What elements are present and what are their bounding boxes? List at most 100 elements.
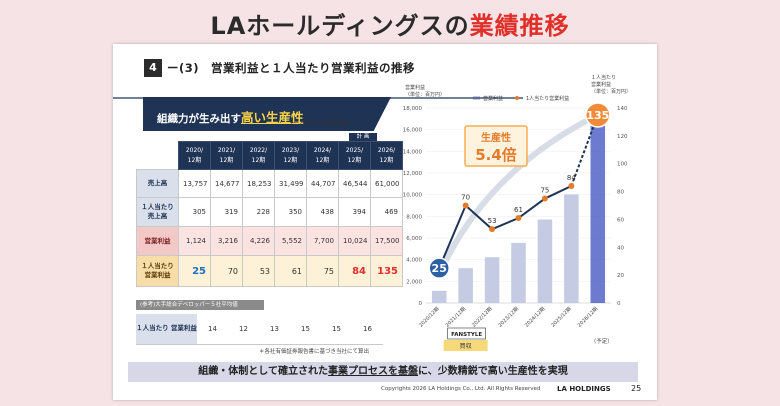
bottom-suffix: に、少数精鋭で高い生産性を実現 (418, 366, 568, 377)
line-marker (568, 183, 575, 189)
footnote: ＊各社有価証券報告書に基づき当社にて算出 (259, 349, 370, 355)
table-cell: 10,024 (338, 226, 371, 256)
start-value-label: 25 (432, 262, 447, 275)
table-cell: 46,544 (338, 169, 371, 198)
fanstyle-badge (443, 340, 488, 351)
reference-row-label: １人当たり 営業利益 (136, 314, 197, 345)
table-cell: 44,707 (306, 169, 339, 198)
banner-text: 組織力が生み出す高い生産性 (157, 107, 304, 126)
right-tick-label: 60 (617, 217, 624, 223)
column-header: 2025/ 12期 (338, 141, 371, 170)
right-tick-label: 20 (617, 273, 624, 279)
bar (431, 290, 447, 303)
column-header: 2022/ 12期 (242, 141, 275, 170)
right-tick-label: 140 (617, 106, 628, 112)
section-number: 4 (144, 59, 162, 77)
table-cell: 7,700 (306, 226, 339, 256)
page-number: 25 (631, 384, 642, 393)
table-cell: 17,500 (370, 226, 403, 256)
table-cell: 13,757 (178, 169, 211, 198)
bottom-message: 組織・体制として確立された事業プロセスを基盤に、少数精鋭で高い生産性を実現 (128, 362, 638, 382)
left-tick-label: 2,000 (406, 279, 422, 285)
table-row-op-per-head: １人当たり 営業利益 25 70 53 61 75 84 135 (136, 255, 403, 287)
left-tick-label: 10,000 (403, 193, 423, 199)
forecast-note: （予定） (591, 337, 613, 345)
performance-table: 2020/ 12期 2021/ 12期 2022/ 12期 2023/ 12期 … (136, 141, 403, 287)
bottom-prefix: 組織・体制として確立された (198, 366, 328, 377)
reference-cell: 16 (352, 314, 383, 345)
left-axis-unit: （単位：百万円） (405, 91, 445, 98)
bar (590, 113, 606, 304)
table-cell: 25 (178, 255, 211, 287)
end-value-circle (585, 102, 611, 128)
left-tick-label: 4,000 (406, 258, 422, 264)
profit-chart: 営業利益 （単位：百万円） １人当たり 営業利益 （単位：百万円） 営業利益 1… (113, 74, 631, 351)
right-tick-label: 0 (617, 301, 621, 307)
x-tick-label: 2022/12期 (471, 306, 493, 328)
left-tick-label: 6,000 (406, 236, 422, 242)
table-cell: 75 (306, 255, 339, 287)
reference-table: １人当たり 営業利益 14 12 13 15 15 16 (136, 314, 383, 345)
table-cell: 70 (210, 255, 243, 287)
line-marker (489, 226, 496, 233)
productivity-banner: 組織力が生み出す高い生産性 (143, 97, 391, 131)
table-cell: 84 (338, 255, 371, 287)
plan-tag: 計 画 (349, 133, 377, 141)
data-label: 75 (540, 187, 549, 195)
reference-cell: 14 (197, 314, 228, 345)
reference-cell: 12 (228, 314, 259, 345)
bottom-highlight: 事業プロセスを基盤 (328, 366, 418, 377)
left-axis-title: 営業利益 (405, 84, 425, 91)
bar (484, 257, 500, 303)
column-header: 2026/ 12期 (370, 141, 403, 170)
line-marker (541, 195, 548, 202)
table-cell: 228 (242, 197, 275, 227)
row-label: 売上高 (136, 169, 179, 198)
left-tick-label: 8,000 (406, 214, 422, 220)
productivity-callout-label: 生産性 (481, 131, 511, 144)
column-header: 2024/ 12期 (306, 141, 339, 170)
bar (564, 194, 579, 303)
row-label: 営業利益 (136, 226, 179, 256)
left-tick-label: 16,000 (403, 128, 423, 134)
banner-unit-note: （一人当たり営業利益） (287, 120, 354, 127)
right-tick-label: 120 (617, 134, 628, 140)
right-tick-label: 100 (617, 162, 628, 168)
section-title: ー(3) 営業利益と１人当たり営業利益の推移 (167, 61, 416, 75)
fanstyle-logo-box (447, 327, 486, 340)
right-tick-label: 40 (617, 245, 624, 251)
brand-logo: LA HOLDINGS (557, 385, 611, 393)
right-tick-label: 80 (617, 190, 624, 196)
column-header: 2021/ 12期 (210, 141, 243, 170)
left-tick-label: 0 (419, 301, 423, 307)
table-cell: 135 (370, 255, 403, 287)
column-header: 2023/ 12期 (274, 141, 307, 170)
reference-label: (参考)大手総合デベロッパー５社平均値 (136, 300, 264, 310)
left-tick-label: 14,000 (403, 149, 423, 155)
end-value-label: 135 (586, 109, 609, 122)
right-axis-title: １人当たり (591, 74, 616, 81)
bar (537, 219, 553, 303)
banner-prefix: 組織力が生み出す (157, 113, 241, 125)
bar (458, 268, 473, 303)
line-marker (462, 202, 469, 209)
left-tick-label: 18,000 (403, 106, 423, 112)
left-tick-label: 12,000 (403, 171, 423, 177)
banner-highlight: 高い生産性 (241, 110, 304, 125)
productivity-callout (464, 125, 528, 167)
table-cell: 1,124 (178, 226, 211, 256)
row-label: １人当たり 売上高 (136, 197, 179, 227)
headline-topic: 業績推移 (469, 12, 570, 40)
op-per-head-line (438, 185, 572, 269)
start-value-circle (428, 257, 450, 279)
table-cell: 53 (242, 255, 275, 287)
table-row-sales: 売上高 13,757 14,677 18,253 31,499 44,707 4… (136, 169, 403, 198)
reference-cell: 15 (321, 314, 352, 345)
slide: 4 ー(3) 営業利益と１人当たり営業利益の推移 組織力が生み出す高い生産性 （… (113, 44, 657, 400)
bar (511, 242, 526, 303)
x-tick-label: 2020/12期 (418, 306, 440, 328)
right-axis-unit: （単位：百万円） (591, 88, 631, 95)
section-header: 4 ー(3) 営業利益と１人当たり営業利益の推移 (144, 59, 415, 77)
headline: LAホールディングスの業績推移 (0, 6, 780, 41)
table-header-row: 2020/ 12期 2021/ 12期 2022/ 12期 2023/ 12期 … (136, 141, 403, 170)
